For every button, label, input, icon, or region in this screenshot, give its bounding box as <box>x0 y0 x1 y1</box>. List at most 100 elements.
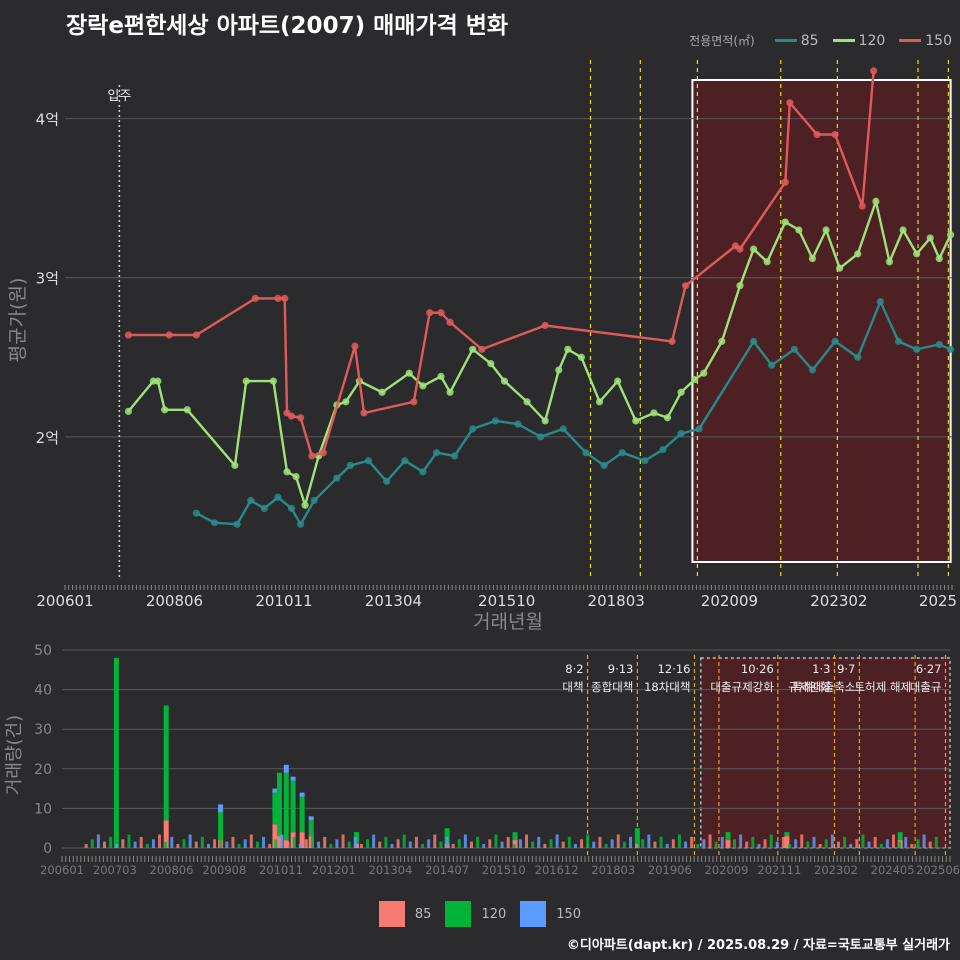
policy-date-label: 9·13 <box>608 662 634 676</box>
data-point-85 <box>401 457 409 465</box>
bar-small-segment <box>818 844 822 848</box>
data-point-85 <box>947 345 955 353</box>
bar-x-tick-label: 201407 <box>425 863 469 877</box>
bar-x-tick-label: 201201 <box>312 863 356 877</box>
bar-segment-120 <box>113 657 119 848</box>
bar-small-segment <box>127 834 131 848</box>
x-tick-label: 202302 <box>810 592 867 610</box>
bar-small-segment <box>384 836 388 848</box>
data-point-85 <box>210 519 219 527</box>
bar-small-segment <box>879 844 883 848</box>
policy-name-label: 토허제 해제 <box>855 680 912 694</box>
policy-date-label: 6·27 <box>916 662 942 676</box>
data-point-150 <box>437 309 445 317</box>
bar-small-segment <box>763 839 767 848</box>
bar-small-segment <box>824 839 828 848</box>
bar-small-segment <box>800 834 804 848</box>
bar-segment-120 <box>634 828 640 848</box>
data-point-85 <box>260 504 268 513</box>
data-point-120 <box>614 377 622 385</box>
data-point-85 <box>659 445 667 454</box>
bar-small-segment <box>506 836 510 848</box>
bar-small-segment <box>237 844 241 848</box>
data-point-150 <box>781 178 789 186</box>
bar-small-segment <box>329 844 333 848</box>
bar-small-segment <box>164 841 168 848</box>
bar-small-segment <box>457 839 461 848</box>
data-point-120 <box>541 417 549 425</box>
data-point-120 <box>378 388 386 396</box>
data-point-120 <box>795 226 803 234</box>
bar-legend-label-150: 150 <box>556 906 582 922</box>
data-point-120 <box>691 375 699 384</box>
bar-x-tick-label: 200806 <box>150 863 194 877</box>
bar-legend-item-120: 120 <box>445 901 506 927</box>
bar-small-segment <box>696 844 700 848</box>
bar-small-segment <box>292 836 296 848</box>
data-point-85 <box>913 345 921 353</box>
bar-legend-swatch-85 <box>378 901 405 927</box>
bar-small-segment <box>610 839 614 848</box>
bar-small-segment <box>151 839 155 848</box>
data-point-150 <box>251 294 259 303</box>
bar-segment-85 <box>163 820 169 848</box>
data-point-120 <box>469 345 477 353</box>
data-point-120 <box>437 372 445 380</box>
data-point-120 <box>781 218 789 226</box>
bar-small-segment <box>451 844 455 848</box>
bar-small-segment <box>739 834 743 848</box>
data-point-120 <box>161 406 169 414</box>
bar-small-segment <box>335 839 339 848</box>
bar-small-segment <box>323 836 327 848</box>
data-point-85 <box>450 452 459 460</box>
policy-name-label: 18차대책 <box>644 680 690 694</box>
bar-small-segment <box>567 836 571 848</box>
data-point-120 <box>700 369 708 377</box>
bar-small-segment <box>714 841 718 848</box>
bar-small-segment <box>537 836 541 848</box>
data-point-120 <box>269 377 277 385</box>
bar-x-tick-label: 202009 <box>705 863 749 877</box>
x-tick-label: 201304 <box>365 592 422 610</box>
data-point-120 <box>899 226 907 234</box>
policy-name-label: 대책 <box>562 680 583 694</box>
data-point-120 <box>913 250 921 258</box>
bar-small-segment <box>176 844 180 848</box>
bar-small-segment <box>836 841 840 848</box>
data-point-85 <box>310 496 318 505</box>
bar-small-segment <box>928 841 932 848</box>
bar-small-segment <box>910 844 914 848</box>
bar-small-segment <box>702 839 706 848</box>
bar-small-segment <box>873 836 877 848</box>
bar-small-segment <box>781 836 785 848</box>
bar-segment-120 <box>784 832 790 837</box>
bar-small-segment <box>549 839 553 848</box>
bar-segment-120 <box>308 820 314 837</box>
bar-small-segment <box>494 834 498 848</box>
bar-legend: 85 120 150 <box>0 901 960 927</box>
bar-small-segment <box>653 841 657 848</box>
bar-small-segment <box>414 836 418 848</box>
data-point-85 <box>432 449 441 457</box>
bar-small-segment <box>531 841 535 848</box>
bar-small-segment <box>843 836 847 848</box>
data-point-85 <box>559 425 567 433</box>
bar-small-segment <box>488 839 492 848</box>
y-tick-label: 4억 <box>36 111 59 129</box>
bar-small-segment <box>518 839 522 848</box>
data-point-120 <box>446 388 454 396</box>
bar-small-segment <box>794 839 798 848</box>
bar-small-segment <box>476 836 480 848</box>
data-point-120 <box>632 417 640 425</box>
bar-small-segment <box>525 834 529 848</box>
bar-small-segment <box>788 844 792 848</box>
bar-segment-120 <box>299 796 305 833</box>
data-point-120 <box>650 409 658 417</box>
bar-small-segment <box>580 839 584 848</box>
bar-small-segment <box>604 844 608 848</box>
bar-legend-item-85: 85 <box>378 901 431 927</box>
data-point-120 <box>935 255 943 263</box>
bar-small-segment <box>445 836 449 848</box>
bar-small-segment <box>757 844 761 848</box>
bar-small-segment <box>892 834 896 848</box>
